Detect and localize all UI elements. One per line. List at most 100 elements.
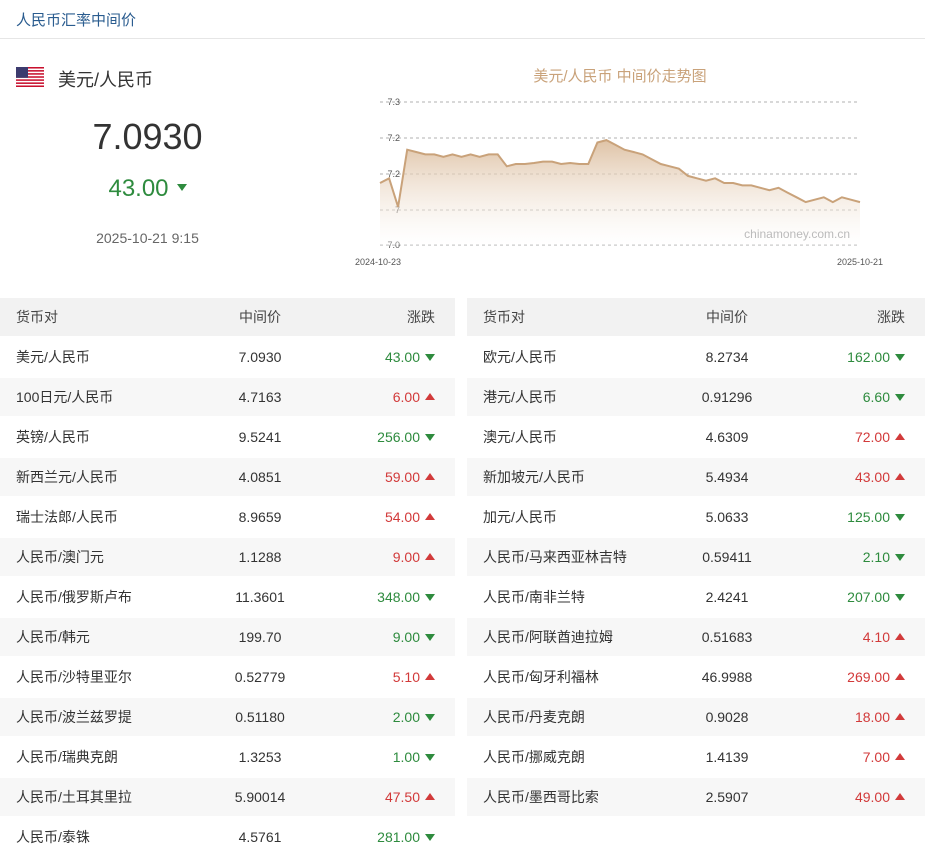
mid-rate: 4.0851: [238, 469, 282, 485]
mid-rate: 5.90014: [234, 789, 286, 805]
table-row: 人民币/墨西哥比索 2.5907 49.00: [467, 778, 925, 818]
rate-change-value: 18.00: [854, 709, 890, 725]
currency-pair: 100日元/人民币: [16, 389, 114, 405]
mid-rate: 4.7163: [238, 389, 282, 405]
rate-change: 1.00: [320, 749, 455, 765]
header-pair: 货币对: [483, 309, 525, 325]
table-row: 人民币/阿联酋迪拉姆 0.51683 4.10: [467, 618, 925, 658]
mid-rate: 0.9028: [705, 709, 749, 725]
chart-x-end-label: 2025-10-21: [837, 257, 883, 267]
up-arrow-icon: [425, 472, 435, 480]
up-arrow-icon: [895, 752, 905, 760]
rate-change: 162.00: [787, 349, 925, 365]
rate-change-value: 207.00: [847, 589, 890, 605]
currency-pair: 新加坡元/人民币: [483, 469, 585, 485]
table-row: 瑞士法郎/人民币 8.9659 54.00: [0, 498, 455, 538]
mid-rate: 5.0633: [705, 509, 749, 525]
up-arrow-icon: [895, 472, 905, 480]
up-arrow-icon: [895, 632, 905, 640]
table-row: 新西兰元/人民币 4.0851 59.00: [0, 458, 455, 498]
rate-change: 47.50: [320, 789, 455, 805]
currency-pair: 人民币/土耳其里拉: [16, 789, 132, 805]
up-arrow-icon: [895, 432, 905, 440]
rate-change: 269.00: [787, 669, 925, 685]
down-arrow-icon: [425, 353, 435, 361]
mid-rate: 46.9988: [701, 669, 753, 685]
featured-change-value: 43.00: [108, 175, 169, 202]
mid-rate: 1.4139: [705, 749, 749, 765]
rate-change-value: 7.00: [862, 749, 890, 765]
rate-change: 54.00: [320, 509, 455, 525]
table-row: 人民币/挪威克朗 1.4139 7.00: [467, 738, 925, 778]
down-arrow-icon: [895, 593, 905, 601]
rate-change: 9.00: [320, 549, 455, 565]
featured-change: 43.00: [0, 175, 295, 203]
chart-y-tick-label: 7.3: [387, 97, 400, 107]
currency-pair: 瑞士法郎/人民币: [16, 509, 118, 525]
rate-change-value: 281.00: [377, 829, 420, 845]
mid-rate: 4.6309: [705, 429, 749, 445]
rate-change-value: 43.00: [854, 469, 890, 485]
up-arrow-icon: [425, 672, 435, 680]
rate-change: 59.00: [320, 469, 455, 485]
rate-change-value: 162.00: [847, 349, 890, 365]
chart-title: 美元/人民币 中间价走势图: [533, 68, 707, 85]
header-mid: 中间价: [239, 309, 281, 325]
rate-change-value: 1.00: [392, 749, 420, 765]
currency-pair: 欧元/人民币: [483, 349, 557, 365]
rate-change: 2.00: [320, 709, 455, 725]
table-row: 人民币/韩元 199.70 9.00: [0, 618, 455, 658]
rate-change-value: 125.00: [847, 509, 890, 525]
mid-rate: 9.5241: [238, 429, 282, 445]
down-arrow-icon: [895, 513, 905, 521]
rate-change: 49.00: [787, 789, 925, 805]
rate-change-value: 5.10: [392, 669, 420, 685]
rate-change: 9.00: [320, 629, 455, 645]
currency-pair: 人民币/挪威克朗: [483, 749, 585, 765]
chart-line: [379, 139, 861, 208]
rate-change-value: 6.60: [862, 389, 890, 405]
mid-rate: 2.4241: [705, 589, 749, 605]
rates-table-right: 货币对 中间价 涨跌 欧元/人民币 8.2734 162.00 港元/人民币 0.912…: [467, 298, 925, 818]
rate-change-value: 256.00: [377, 429, 420, 445]
down-arrow-icon: [425, 433, 435, 441]
rate-change: 256.00: [320, 429, 455, 445]
rate-change-value: 72.00: [854, 429, 890, 445]
table-row: 人民币/泰铢 4.5761 281.00: [0, 818, 455, 858]
mid-rate: 5.4934: [705, 469, 749, 485]
rate-change: 348.00: [320, 589, 455, 605]
table-row: 人民币/土耳其里拉 5.90014 47.50: [0, 778, 455, 818]
currency-pair: 人民币/南非兰特: [483, 589, 585, 605]
table-header: 货币对 中间价 涨跌: [0, 298, 455, 338]
rate-change-value: 348.00: [377, 589, 420, 605]
rate-change-value: 43.00: [384, 349, 420, 365]
chart-x-start-label: 2024-10-23: [355, 257, 401, 267]
mid-rate: 4.5761: [238, 829, 282, 845]
header-change: 涨跌: [877, 309, 905, 325]
rate-change: 125.00: [787, 509, 925, 525]
down-arrow-icon: [895, 393, 905, 401]
table-row: 100日元/人民币 4.7163 6.00: [0, 378, 455, 418]
mid-rate: 8.2734: [705, 349, 749, 365]
down-arrow-icon: [895, 553, 905, 561]
rate-change: 207.00: [787, 589, 925, 605]
rate-change: 281.00: [320, 829, 455, 845]
currency-pair: 人民币/匈牙利福林: [483, 669, 599, 685]
rate-change-value: 54.00: [384, 509, 420, 525]
currency-pair: 人民币/瑞典克朗: [16, 749, 118, 765]
mid-rate: 0.51683: [701, 629, 753, 645]
mid-rate: 0.91296: [701, 389, 753, 405]
currency-pair: 人民币/沙特里亚尔: [16, 669, 132, 685]
rate-change: 2.10: [787, 549, 925, 565]
mid-rate: 1.1288: [238, 549, 282, 565]
table-row: 港元/人民币 0.91296 6.60: [467, 378, 925, 418]
featured-pair-name: 美元/人民币: [58, 70, 154, 90]
rate-change: 43.00: [787, 469, 925, 485]
trend-chart: 7.37.27.277.0 chinamoney.com.cn 2024-10-…: [355, 97, 883, 267]
table-row: 人民币/匈牙利福林 46.9988 269.00: [467, 658, 925, 698]
rate-change-value: 6.00: [392, 389, 420, 405]
table-row: 人民币/马来西亚林吉特 0.59411 2.10: [467, 538, 925, 578]
down-arrow-icon: [425, 833, 435, 841]
rate-change-value: 269.00: [847, 669, 890, 685]
currency-pair: 人民币/马来西亚林吉特: [483, 549, 627, 565]
